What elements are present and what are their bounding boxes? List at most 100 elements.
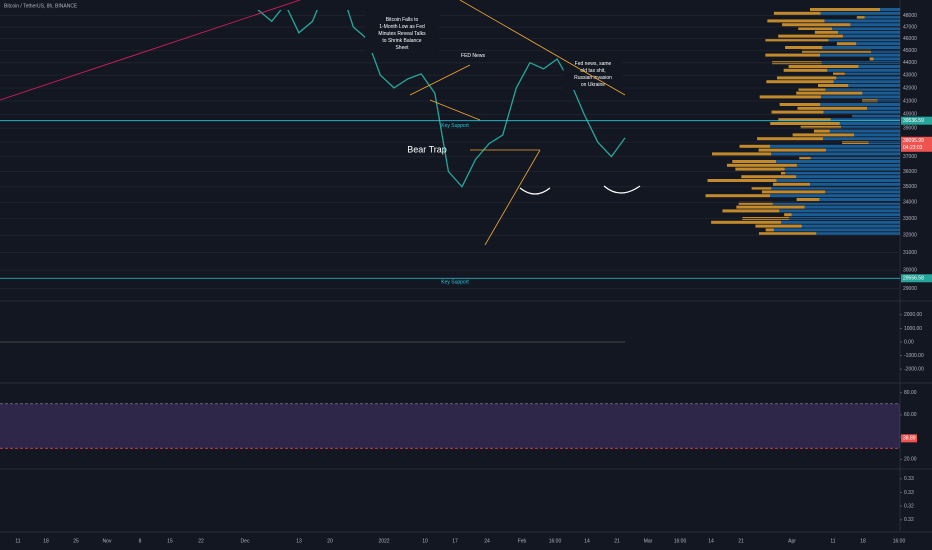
- x-tick-label: 13: [296, 538, 302, 544]
- volume-profile: [820, 103, 900, 106]
- volume-profile: [864, 15, 900, 19]
- y-tick-label: 45000: [903, 48, 917, 54]
- x-tick-label: 11: [15, 538, 20, 544]
- volume-profile: [867, 106, 900, 110]
- volume-profile: [738, 201, 773, 205]
- volume-profile: [798, 27, 833, 30]
- trendline: [459, 0, 626, 96]
- volume-profile: [778, 118, 831, 122]
- x-tick-label: 14: [708, 538, 714, 544]
- volume-profile: [848, 84, 900, 87]
- volume-profile: [767, 19, 825, 23]
- volume-profile: [773, 11, 821, 15]
- volume-profile: [751, 186, 772, 190]
- volume-profile: [852, 114, 900, 118]
- y-tick-label: 48000: [903, 13, 917, 19]
- y-tick-label: 33000: [903, 216, 917, 222]
- volume-profile: [858, 65, 900, 68]
- volume-profile: [761, 190, 826, 194]
- volume-profile: [841, 125, 900, 129]
- volume-profile: [770, 144, 900, 148]
- volume-profile: [772, 201, 900, 205]
- y-tick-label: 0.33: [904, 476, 914, 482]
- x-tick-label: 16:00: [674, 538, 687, 544]
- volume-profile: [796, 175, 900, 179]
- y-tick-label: -2000.00: [904, 366, 924, 372]
- x-tick-label: Mar: [644, 538, 653, 544]
- y-tick-label: 35000: [903, 184, 917, 190]
- volume-profile: [778, 34, 843, 38]
- annotation-box: [365, 15, 439, 53]
- chart-title: Bitcoin / TetherUS, 8h, BINANCE: [4, 3, 78, 9]
- volume-profile: [771, 186, 900, 190]
- volume-profile: [856, 42, 900, 46]
- volume-profile: [776, 179, 900, 182]
- volume-profile: [871, 49, 900, 53]
- volume-profile: [820, 11, 900, 15]
- volume-profile: [828, 38, 900, 42]
- volume-profile: [796, 163, 900, 167]
- volume-profile: [853, 133, 900, 137]
- y-tick-label: 2000.00: [904, 312, 922, 318]
- volume-profile: [784, 167, 900, 171]
- volume-profile: [800, 125, 842, 129]
- trendline: [429, 99, 481, 121]
- price-tag: [901, 274, 932, 283]
- rsi-tag: [901, 434, 917, 443]
- volume-profile: [776, 160, 900, 163]
- y-tick-label: 31000: [903, 250, 917, 256]
- y-tick-label: 43000: [903, 73, 917, 79]
- x-tick-label: 21: [614, 538, 620, 544]
- volume-profile: [880, 8, 900, 11]
- x-tick-label: 16:00: [549, 538, 562, 544]
- volume-profile: [771, 152, 900, 156]
- trendline: [0, 0, 301, 101]
- y-tick-label: 1000.00: [904, 326, 922, 332]
- price-tag: [901, 116, 932, 125]
- volume-profile: [804, 205, 900, 209]
- y-tick-label: 0.32: [904, 503, 914, 509]
- volume-profile: [836, 76, 900, 80]
- y-tick-label: 42000: [903, 85, 917, 91]
- annotation-box: [563, 59, 623, 90]
- x-tick-label: Feb: [518, 538, 527, 544]
- last-price-tag: [901, 136, 932, 152]
- y-tick-label: 0.32: [904, 517, 914, 523]
- volume-profile: [770, 194, 900, 198]
- volume-profile: [827, 68, 900, 72]
- volume-profile: [758, 232, 817, 236]
- y-tick-label: 29000: [903, 286, 917, 292]
- volume-profile: [814, 30, 839, 34]
- annotation: Fed news, same old tax shit, Russian invas…: [574, 61, 612, 88]
- volume-profile: [829, 129, 900, 133]
- volume-profile: [801, 224, 900, 228]
- x-tick-label: Dec: [241, 538, 250, 544]
- x-tick-label: 17: [452, 538, 458, 544]
- volume-profile: [796, 198, 820, 201]
- y-tick-label: 30000: [903, 268, 917, 274]
- annotation-box: [451, 51, 495, 61]
- volume-profile: [765, 228, 774, 232]
- volume-profile: [839, 122, 900, 125]
- volume-profile: [842, 34, 900, 38]
- x-tick-label: 10: [422, 538, 428, 544]
- y-tick-label: 80.00: [904, 390, 917, 396]
- x-tick-label: 20: [327, 538, 333, 544]
- volume-profile: [758, 148, 826, 152]
- volume-profile: [773, 182, 811, 186]
- x-tick-label: 8: [139, 538, 142, 544]
- x-tick-label: 15: [167, 538, 173, 544]
- volume-profile: [825, 148, 900, 152]
- y-tick-label: -1000.00: [904, 353, 924, 359]
- volume-profile: [833, 72, 845, 76]
- y-tick-label: 41000: [903, 98, 917, 104]
- x-tick-label: 18: [860, 538, 866, 544]
- volume-profile: [791, 213, 900, 217]
- volume-profile: [705, 194, 771, 198]
- y-tick-label: 40000: [903, 112, 917, 118]
- volume-profile: [802, 49, 872, 53]
- volume-profile: [735, 167, 785, 171]
- x-tick-label: 11: [830, 538, 835, 544]
